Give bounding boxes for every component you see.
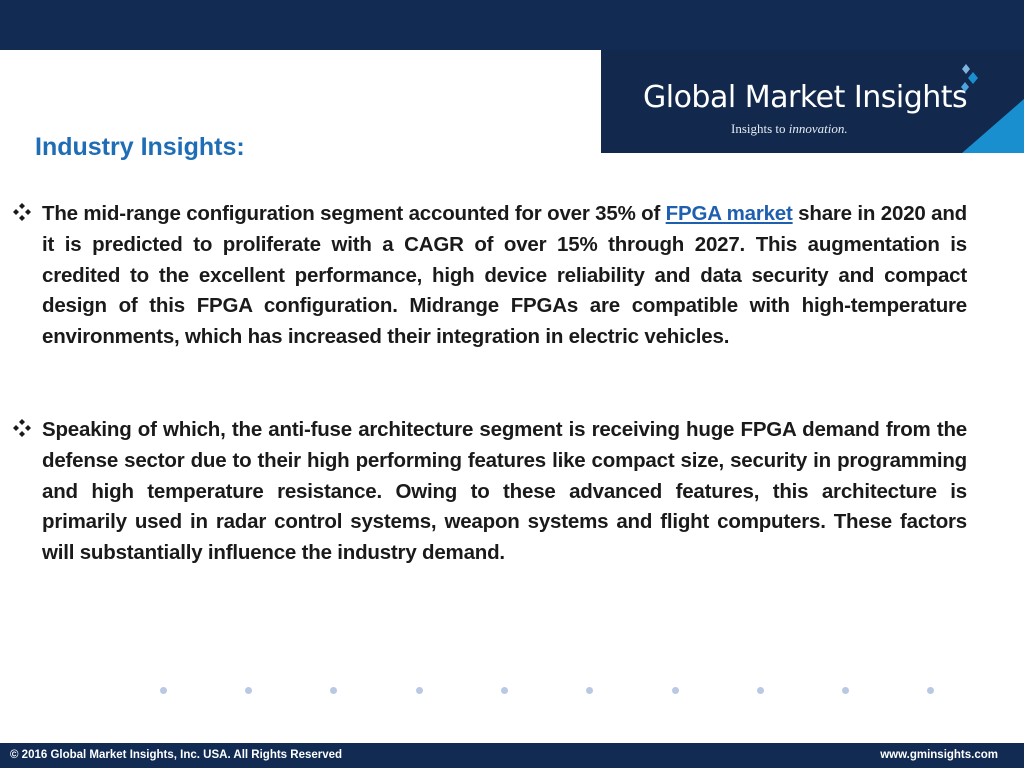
header-bar	[0, 0, 1024, 50]
diamonds-logo-icon	[961, 64, 978, 92]
footer-bar: © 2016 Global Market Insights, Inc. USA.…	[0, 743, 1024, 768]
dot	[245, 687, 252, 694]
fpga-market-link[interactable]: FPGA market	[665, 202, 793, 225]
diamond-bullet-icon	[13, 203, 31, 221]
dot	[927, 687, 934, 694]
copyright-text: © 2016 Global Market Insights, Inc. USA.…	[10, 749, 343, 761]
dot	[330, 687, 337, 694]
logo-tagline: Insights to innovation.	[731, 121, 848, 136]
dot	[842, 687, 849, 694]
dot	[672, 687, 679, 694]
diamond-bullet-icon	[13, 419, 31, 437]
logo-name: Global Market Insights	[643, 80, 968, 115]
bullet-text: Speaking of which, the anti-fuse archite…	[42, 418, 967, 565]
decorative-dots	[0, 687, 1024, 699]
dot	[586, 687, 593, 694]
company-logo: Global Market Insights Insights to innov…	[601, 50, 1024, 153]
website-link[interactable]: www.gminsights.com	[880, 749, 998, 761]
section-title: Industry Insights:	[35, 133, 245, 161]
dot	[757, 687, 764, 694]
bullet-text: The mid-range configuration segment acco…	[42, 202, 967, 349]
dot	[501, 687, 508, 694]
dot	[160, 687, 167, 694]
logo-corner-accent	[962, 99, 1024, 153]
dot	[416, 687, 423, 694]
